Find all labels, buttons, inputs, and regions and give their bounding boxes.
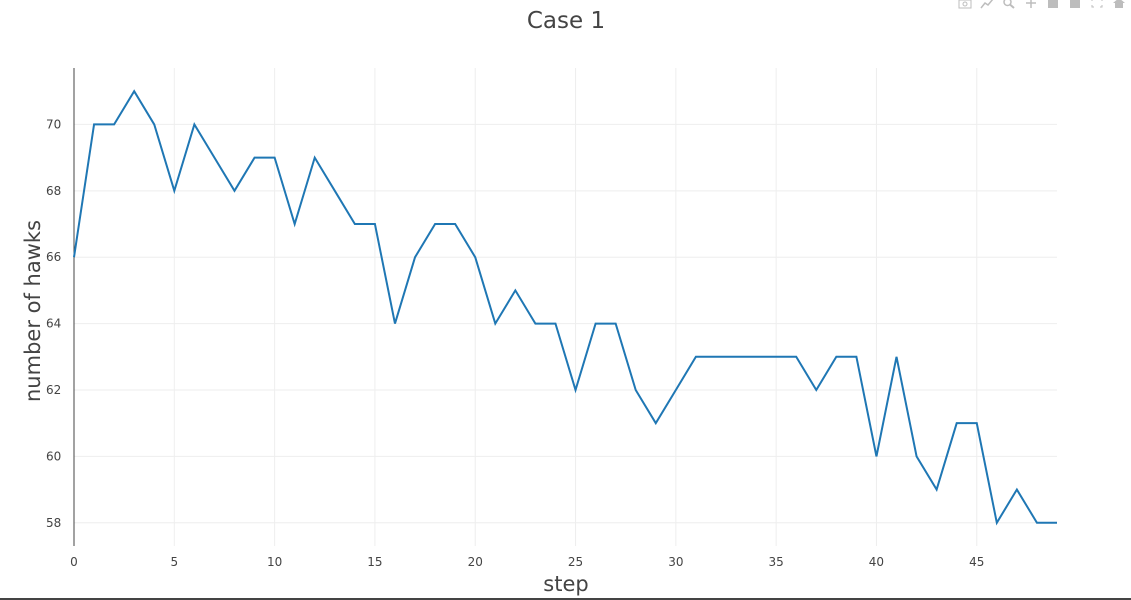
x-tick-label: 35 [769,555,784,569]
y-tick-label: 64 [46,317,61,331]
modebar [957,0,1127,10]
x-tick-label: 45 [969,555,984,569]
y-tick-label: 66 [46,250,61,264]
x-tick-label: 0 [70,555,78,569]
x-tick-label: 25 [568,555,583,569]
series-line [73,89,1057,526]
y-tick-label: 62 [46,383,61,397]
zoom-in-icon[interactable] [1045,0,1061,10]
y-tick-labels: 58 60 62 64 66 68 70 [46,117,61,529]
x-tick-label: 5 [170,555,178,569]
x-tick-label: 15 [367,555,382,569]
autoscale-icon[interactable] [1089,0,1105,10]
chart-title: Case 1 [527,8,605,34]
y-tick-label: 70 [46,117,61,131]
edit-chart-icon[interactable] [979,0,995,10]
pan-icon[interactable] [1023,0,1039,10]
home-icon[interactable] [1111,0,1127,10]
x-tick-labels: 0 5 10 15 20 25 30 35 40 45 [70,555,984,569]
x-tick-label: 40 [869,555,884,569]
zoom-icon[interactable] [1001,0,1017,10]
y-tick-label: 68 [46,184,61,198]
x-axis-title: step [543,572,588,596]
y-tick-label: 58 [46,516,61,530]
y-axis-title: number of hawks [21,220,45,402]
y-gridlines [74,123,1057,524]
y-tick-label: 60 [46,449,61,463]
x-tick-label: 30 [668,555,683,569]
x-tick-label: 10 [267,555,282,569]
zoom-out-icon[interactable] [1067,0,1083,10]
series-layer [73,89,1057,526]
x-tick-label: 20 [468,555,483,569]
x-gridlines [173,68,978,546]
camera-icon[interactable] [957,0,973,10]
